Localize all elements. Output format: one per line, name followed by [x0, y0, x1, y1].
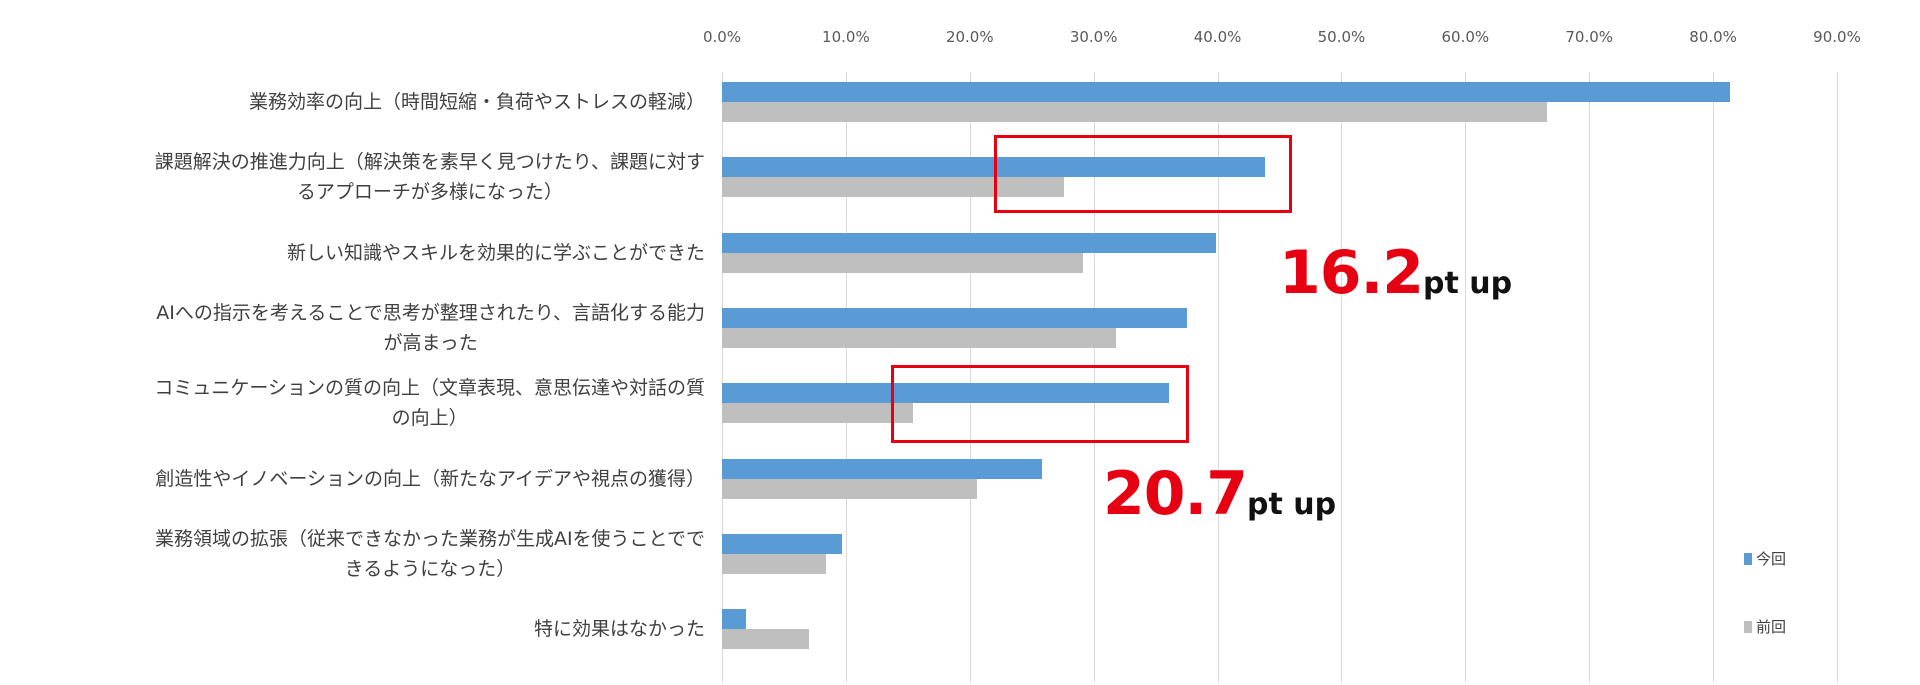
x-tick-label: 20.0% [945, 28, 994, 46]
category-label: 特に効果はなかった [534, 614, 705, 644]
annotation-number: 20.7 [1103, 459, 1248, 529]
category-label: 新しい知識やスキルを効果的に学ぶことができた [287, 238, 705, 268]
bar-current [722, 533, 843, 554]
x-tick-label: 40.0% [1193, 28, 1242, 46]
bar-previous [722, 553, 827, 574]
bar-current [722, 383, 1170, 404]
category-label-line: 特に効果はなかった [533, 618, 705, 641]
category-label: 業務領域の拡張（従来できなかった業務が生成AIを使うことでで きるようになった） [155, 524, 705, 584]
gridline [1589, 72, 1591, 682]
category-label: 業務効率の向上（時間短縮・負荷やストレスの軽減） [249, 87, 705, 117]
x-tick-label: 10.0% [822, 28, 870, 46]
gridline [722, 72, 723, 682]
x-tick-label: 60.0% [1441, 28, 1490, 46]
gridline [1837, 72, 1838, 682]
legend-label: 前回 [1756, 618, 1787, 636]
category-label-line: コミュニケーションの質の向上（文章表現、意思伝達や対話の質 [154, 377, 705, 400]
bar-current [722, 458, 1042, 479]
category-label-line: 新しい知識やスキルを効果的に学ぶことができた [286, 241, 705, 264]
category-label-line: 業務領域の拡張（従来できなかった業務が生成AIを使うことでで [154, 527, 705, 550]
legend-swatch [1744, 620, 1752, 633]
bar-current [722, 307, 1187, 328]
x-tick-label: 50.0% [1317, 28, 1366, 46]
bar-current [722, 157, 1265, 178]
category-label-line: の向上） [391, 407, 468, 430]
legend-item-current: 今回 [1744, 548, 1786, 569]
highlight-box-1 [994, 135, 1292, 213]
category-label-line: AIへの指示を考えることで思考が整理されたり、言語化する能力 [156, 301, 705, 324]
bar-previous [722, 252, 1083, 273]
bar-previous [722, 102, 1548, 122]
bar-previous [722, 629, 809, 650]
highlight-box-2 [891, 365, 1189, 443]
annotation-2: 20.7pt up [1103, 459, 1336, 529]
legend-swatch [1744, 552, 1752, 565]
category-label: 課題解決の推進力向上（解決策を素早く見つけたり、課題に対す るアプローチが多様にな… [155, 147, 705, 207]
category-label-line: きるようになった） [344, 557, 516, 580]
category-label: コミュニケーションの質の向上（文章表現、意思伝達や対話の質 の向上） [154, 373, 705, 433]
bar-previous [722, 478, 978, 499]
category-label: 創造性やイノベーションの向上（新たなアイデアや視点の獲得） [155, 464, 705, 494]
annotation-unit: pt up [1423, 266, 1513, 301]
legend-item-previous: 前回 [1744, 616, 1786, 637]
bar-previous [722, 177, 1064, 198]
gridline [1341, 72, 1343, 682]
bar-current [722, 82, 1731, 102]
category-label-line: 課題解決の推進力向上（解決策を素早く見つけたり、課題に対す [154, 151, 705, 174]
annotation-1: 16.2pt up [1279, 238, 1512, 308]
legend-label: 今回 [1756, 550, 1787, 568]
category-label-line: 創造性やイノベーションの向上（新たなアイデアや視点の獲得） [155, 467, 705, 490]
x-tick-label: 70.0% [1565, 28, 1614, 46]
gridline [1093, 72, 1095, 682]
gridline [845, 72, 847, 682]
bar-current [722, 232, 1217, 253]
category-label-line: が高まった [383, 331, 478, 354]
bar-current [722, 609, 746, 630]
annotation-number: 16.2 [1279, 238, 1424, 308]
annotation-unit: pt up [1247, 487, 1337, 522]
gridline [1217, 72, 1219, 682]
category-label: AIへの指示を考えることで思考が整理されたり、言語化する能力 が高まった [156, 298, 705, 358]
gridline [1713, 72, 1715, 682]
x-tick-label: 90.0% [1813, 28, 1861, 46]
bar-previous [722, 327, 1116, 348]
x-tick-label: 30.0% [1069, 28, 1118, 46]
x-tick-label: 80.0% [1689, 28, 1737, 46]
gridline [1465, 72, 1467, 682]
category-label-line: 業務効率の向上（時間短縮・負荷やストレスの軽減） [248, 91, 705, 113]
category-label-line: るアプローチが多様になった） [296, 181, 563, 204]
x-tick-label: 0.0% [702, 28, 742, 46]
gridline [969, 72, 971, 682]
bar-previous [722, 403, 913, 424]
